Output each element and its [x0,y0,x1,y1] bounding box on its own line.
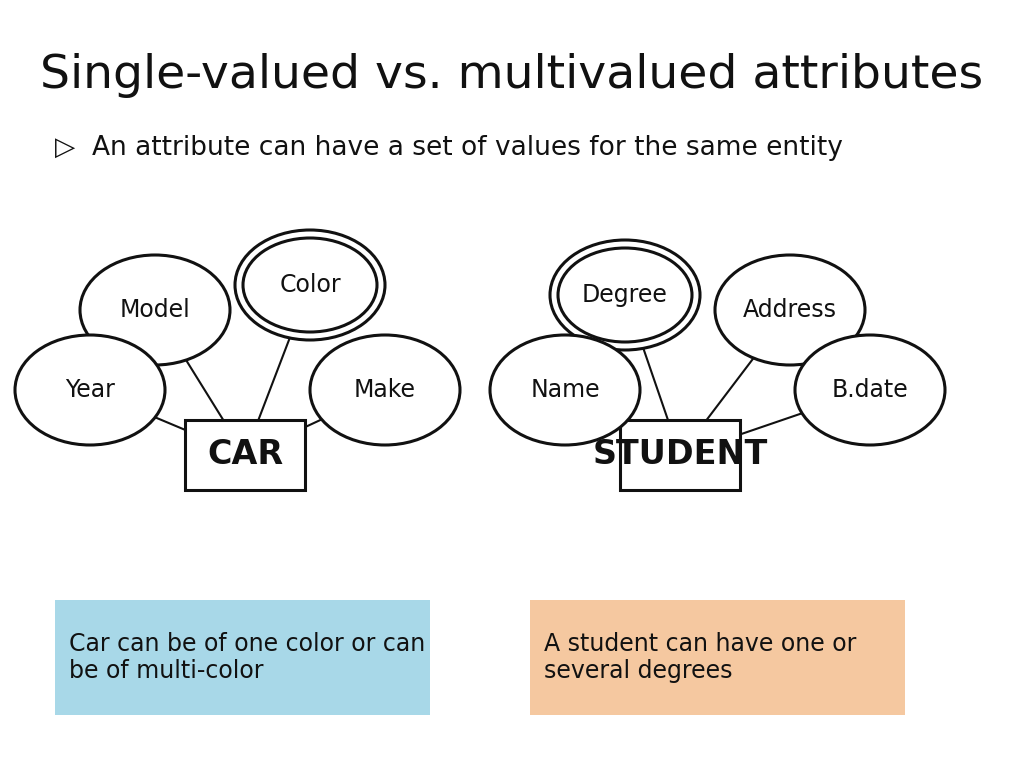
Ellipse shape [550,240,700,350]
Text: Year: Year [66,378,115,402]
Text: CAR: CAR [207,439,283,472]
Bar [185,420,305,490]
Text: Single-valued vs. multivalued attributes: Single-valued vs. multivalued attributes [40,52,984,98]
Ellipse shape [234,230,385,340]
Text: STUDENT: STUDENT [592,439,768,472]
Ellipse shape [490,335,640,445]
Text: Car can be of one color or can
be of multi-color: Car can be of one color or can be of mul… [69,631,425,684]
Text: Name: Name [530,378,600,402]
Ellipse shape [310,335,460,445]
Text: Color: Color [280,273,341,297]
Ellipse shape [80,255,230,365]
Ellipse shape [795,335,945,445]
Text: Address: Address [743,298,837,322]
Text: Model: Model [120,298,190,322]
Text: B.date: B.date [831,378,908,402]
Text: Degree: Degree [582,283,668,307]
Text: ▷  An attribute can have a set of values for the same entity: ▷ An attribute can have a set of values … [55,135,843,161]
Text: Make: Make [354,378,416,402]
Bar [620,420,740,490]
Text: A student can have one or
several degrees: A student can have one or several degree… [544,631,856,684]
Ellipse shape [715,255,865,365]
Ellipse shape [15,335,165,445]
Bar [55,600,430,715]
Bar [530,600,905,715]
